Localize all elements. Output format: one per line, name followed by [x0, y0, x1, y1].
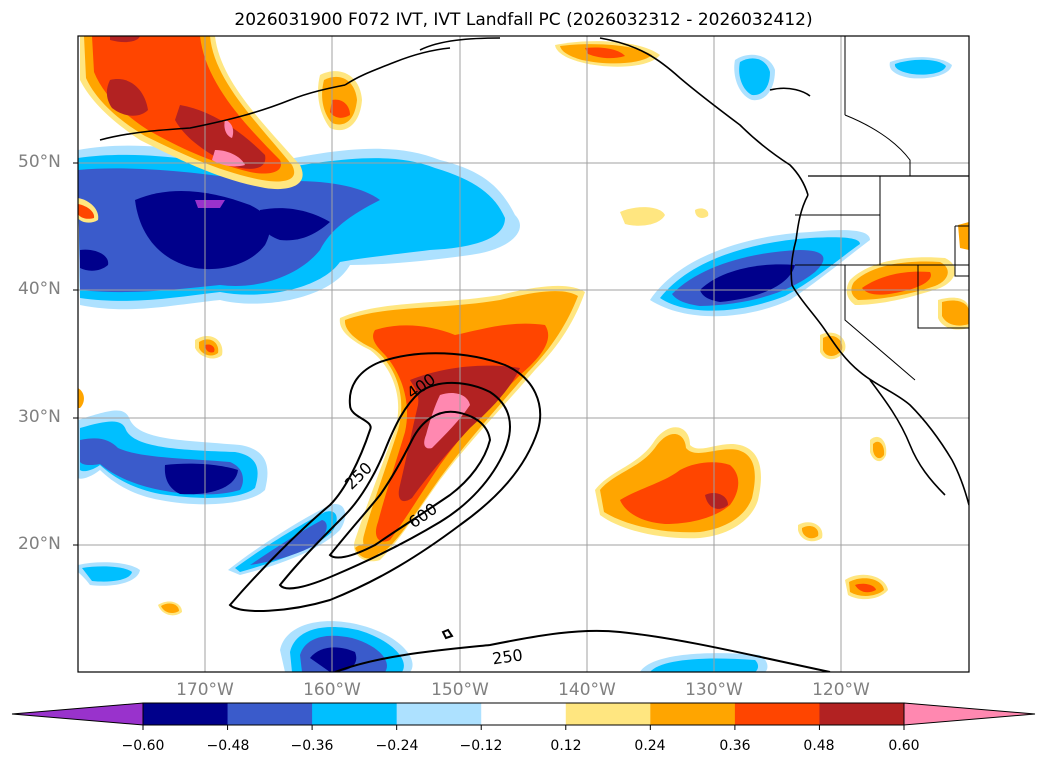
colorbar-extend-low — [11, 702, 144, 726]
colorbar-segment — [565, 703, 651, 725]
lon-label-120w: 120°W — [812, 680, 870, 700]
ivt-contours — [228, 352, 831, 672]
lat-label-20n: 20°N — [18, 534, 61, 554]
lat-label-40n: 40°N — [18, 279, 61, 299]
colorbar-segment — [396, 703, 482, 725]
lon-label-150w: 150°W — [431, 680, 489, 700]
lat-label-50n: 50°N — [18, 152, 61, 172]
colorbar-tick-label: −0.12 — [459, 738, 503, 754]
colorbar-segment — [819, 703, 905, 725]
colorbar-segment — [481, 703, 567, 725]
lon-label-130w: 130°W — [685, 680, 743, 700]
colorbar-segment — [312, 703, 398, 725]
positive-pc-west-coast — [820, 222, 969, 360]
positive-pc-central-east — [595, 427, 761, 539]
lat-label-30n: 30°N — [18, 407, 61, 427]
colorbar-tick-label: −0.24 — [375, 738, 419, 754]
coastlines — [99, 36, 969, 506]
lon-label-140w: 140°W — [558, 680, 616, 700]
colorbar-segment — [143, 703, 229, 725]
colorbar-tick-label: 0.12 — [550, 738, 582, 754]
colorbar-tick-label: 0.24 — [634, 738, 666, 754]
colorbar-extend-high — [903, 702, 1036, 726]
negative-pc-band-north — [78, 145, 520, 310]
colorbar-tick-label: 0.48 — [803, 738, 835, 754]
negative-pc-subtropics-west — [78, 410, 268, 505]
lon-label-160w: 160°W — [303, 680, 361, 700]
lon-label-170w: 170°W — [176, 680, 234, 700]
positive-pc-gulf-alaska — [80, 36, 303, 190]
colorbar-tick-label: −0.60 — [121, 738, 165, 754]
contour-label-250-south: 250 — [491, 645, 524, 668]
colorbar-segment — [227, 703, 313, 725]
colorbar-tick-label: 0.60 — [888, 738, 920, 754]
colorbar-segment — [650, 703, 736, 725]
negative-pc-oregon — [650, 230, 870, 317]
colorbar — [11, 702, 1036, 730]
colorbar-tick-label: −0.36 — [290, 738, 334, 754]
graticule — [78, 36, 969, 672]
map-frame — [77, 35, 970, 673]
colorbar-segment — [734, 703, 820, 725]
colorbar-tick-label: 0.36 — [719, 738, 751, 754]
map-title: 2026031900 F072 IVT, IVT Landfall PC (20… — [234, 10, 813, 30]
colorbar-tick-label: −0.48 — [206, 738, 250, 754]
